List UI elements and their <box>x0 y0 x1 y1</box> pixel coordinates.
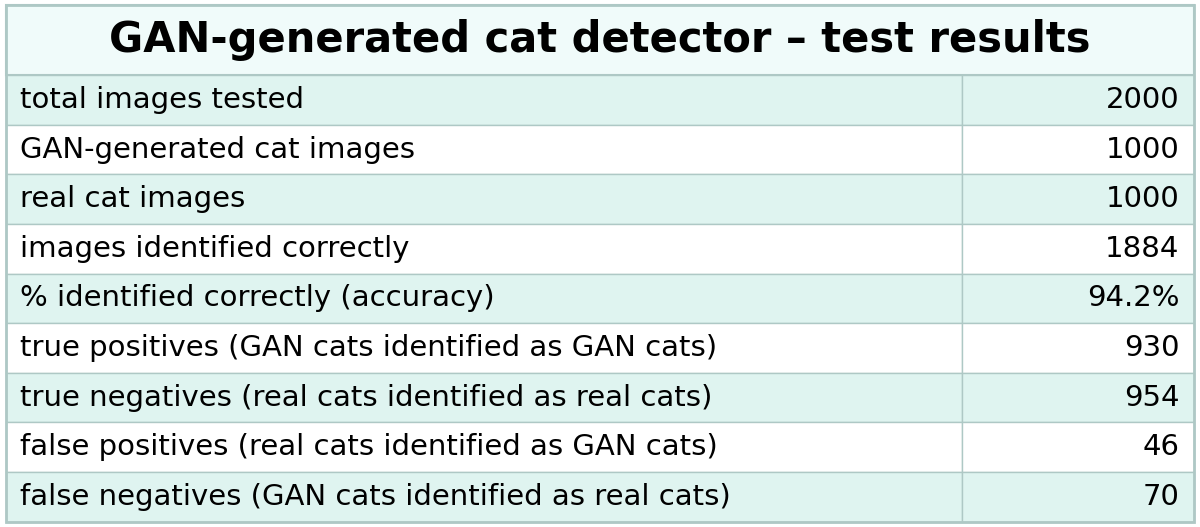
Text: GAN-generated cat images: GAN-generated cat images <box>20 135 415 163</box>
Text: true negatives (real cats identified as real cats): true negatives (real cats identified as … <box>20 384 713 412</box>
Bar <box>6 224 962 274</box>
Bar <box>962 323 1194 373</box>
Bar <box>6 274 962 323</box>
Text: 954: 954 <box>1124 384 1180 412</box>
Bar <box>962 423 1194 472</box>
Text: images identified correctly: images identified correctly <box>20 235 410 263</box>
Bar <box>962 373 1194 423</box>
Bar <box>6 5 1194 75</box>
Bar <box>6 125 962 174</box>
Text: 2000: 2000 <box>1106 86 1180 114</box>
Bar <box>962 125 1194 174</box>
Text: GAN-generated cat detector – test results: GAN-generated cat detector – test result… <box>109 19 1091 61</box>
Text: 1000: 1000 <box>1106 185 1180 213</box>
Text: % identified correctly (accuracy): % identified correctly (accuracy) <box>20 285 496 313</box>
Bar <box>962 472 1194 522</box>
Text: true positives (GAN cats identified as GAN cats): true positives (GAN cats identified as G… <box>20 334 718 362</box>
Bar <box>6 472 962 522</box>
Text: 94.2%: 94.2% <box>1087 285 1180 313</box>
Bar <box>962 75 1194 125</box>
Bar <box>6 323 962 373</box>
Bar <box>6 174 962 224</box>
Text: 930: 930 <box>1124 334 1180 362</box>
Bar <box>962 224 1194 274</box>
Bar <box>6 373 962 423</box>
Text: total images tested: total images tested <box>20 86 305 114</box>
Text: false negatives (GAN cats identified as real cats): false negatives (GAN cats identified as … <box>20 483 731 511</box>
Bar <box>962 174 1194 224</box>
Text: 46: 46 <box>1142 433 1180 461</box>
Text: 1000: 1000 <box>1106 135 1180 163</box>
Text: 1884: 1884 <box>1105 235 1180 263</box>
Text: 70: 70 <box>1142 483 1180 511</box>
Bar <box>962 274 1194 323</box>
Bar <box>6 423 962 472</box>
Text: real cat images: real cat images <box>20 185 246 213</box>
Text: false positives (real cats identified as GAN cats): false positives (real cats identified as… <box>20 433 718 461</box>
Bar <box>6 75 962 125</box>
